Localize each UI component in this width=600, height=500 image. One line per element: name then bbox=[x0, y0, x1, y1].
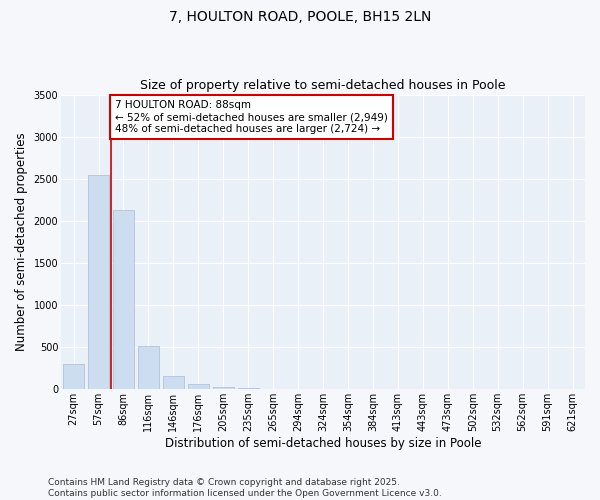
Bar bbox=[138, 346, 159, 390]
X-axis label: Distribution of semi-detached houses by size in Poole: Distribution of semi-detached houses by … bbox=[165, 437, 481, 450]
Bar bbox=[88, 176, 109, 390]
Bar bbox=[188, 384, 209, 390]
Bar bbox=[212, 387, 234, 390]
Title: Size of property relative to semi-detached houses in Poole: Size of property relative to semi-detach… bbox=[140, 79, 506, 92]
Bar bbox=[238, 388, 259, 390]
Bar bbox=[63, 364, 84, 390]
Text: 7, HOULTON ROAD, POOLE, BH15 2LN: 7, HOULTON ROAD, POOLE, BH15 2LN bbox=[169, 10, 431, 24]
Text: 7 HOULTON ROAD: 88sqm
← 52% of semi-detached houses are smaller (2,949)
48% of s: 7 HOULTON ROAD: 88sqm ← 52% of semi-deta… bbox=[115, 100, 388, 134]
Bar bbox=[163, 376, 184, 390]
Bar bbox=[113, 210, 134, 390]
Text: Contains HM Land Registry data © Crown copyright and database right 2025.
Contai: Contains HM Land Registry data © Crown c… bbox=[48, 478, 442, 498]
Y-axis label: Number of semi-detached properties: Number of semi-detached properties bbox=[15, 132, 28, 351]
